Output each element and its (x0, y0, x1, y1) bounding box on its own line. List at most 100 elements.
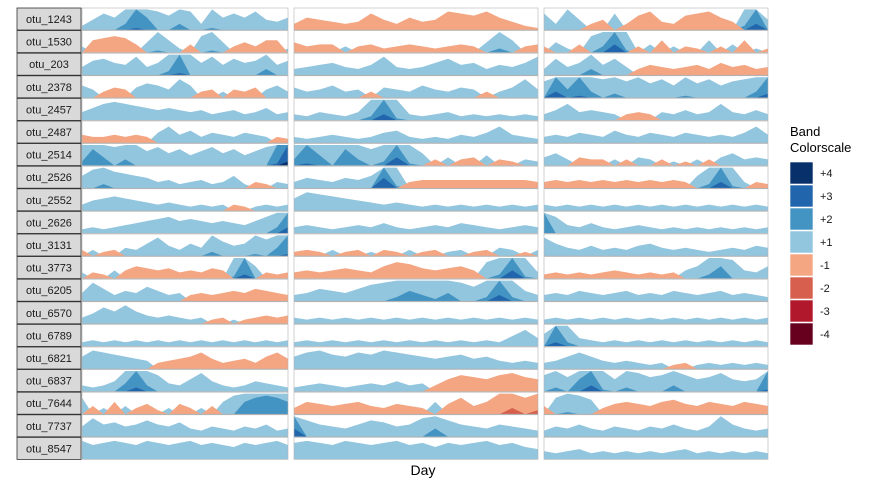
strip-otu_6205: otu_6205 (16, 278, 82, 302)
horizon-band-pos1 (544, 204, 768, 211)
legend-label: -2 (820, 283, 830, 295)
horizon-band-pos1 (82, 79, 288, 98)
horizon-band-pos1 (294, 56, 538, 76)
panel-border (81, 346, 289, 370)
horizon-band-pos1 (82, 350, 288, 369)
strip-labels: otu_1243 otu_1530 otu_203 otu_2378 otu_2457o… (16, 7, 82, 460)
panel-border (81, 324, 289, 347)
strip-label: otu_7644 (26, 398, 72, 410)
horizon-cell-otu_6570-panel-1 (81, 301, 289, 325)
horizon-cell-otu_1243-panel-2 (293, 7, 539, 31)
legend-title-line-1: Band (790, 124, 820, 139)
horizon-cell-otu_6837-panel-2 (293, 369, 539, 392)
panel-border (81, 437, 289, 460)
horizon-cell-otu_6789-panel-3 (543, 324, 769, 347)
horizon-panels (81, 7, 769, 460)
horizon-cell-otu_2457-panel-1 (81, 98, 289, 121)
panel-border (543, 75, 769, 99)
horizon-band-pos1 (82, 101, 288, 121)
horizon-band-pos1 (544, 32, 768, 53)
horizon-band-pos1 (544, 54, 768, 76)
horizon-cell-otu_2626-panel-3 (543, 211, 769, 234)
horizon-band-pos1 (82, 167, 288, 189)
x-axis-title: Day (411, 462, 436, 478)
strip-background (16, 120, 82, 144)
panel-border (81, 233, 289, 257)
strip-label: otu_2457 (26, 104, 72, 116)
horizon-band-pos2 (544, 325, 768, 347)
strip-otu_7644: otu_7644 (16, 391, 82, 415)
horizon-band-neg1 (294, 157, 538, 166)
horizon-band-pos1 (82, 54, 288, 76)
strip-otu_2626: otu_2626 (16, 210, 82, 234)
horizon-cell-otu_6205-panel-3 (543, 278, 769, 302)
panel-border (293, 7, 539, 31)
horizon-cell-otu_2457-panel-2 (293, 98, 539, 121)
strip-background (16, 278, 82, 302)
horizon-band-pos1 (544, 212, 768, 234)
horizon-band-pos2 (544, 77, 768, 98)
panel-border (293, 52, 539, 76)
strip-background (16, 391, 82, 415)
panel-border (81, 98, 289, 121)
strip-label: otu_2626 (26, 217, 72, 229)
panel-border (81, 278, 289, 302)
strip-otu_2552: otu_2552 (16, 188, 82, 212)
panel-border (543, 278, 769, 302)
horizon-band-pos1 (82, 212, 288, 234)
horizon-cell-otu_2626-panel-2 (293, 211, 539, 234)
legend-swatch (789, 161, 814, 185)
panel-border (543, 211, 769, 234)
strip-background (16, 346, 82, 370)
panel-border (293, 369, 539, 392)
strip-background (16, 301, 82, 325)
horizon-cell-otu_8547-panel-1 (81, 437, 289, 460)
panel-border (543, 165, 769, 189)
horizon-cell-otu_6205-panel-1 (81, 278, 289, 302)
horizon-band-pos1 (544, 449, 768, 460)
horizon-cell-otu_2514-panel-3 (543, 143, 769, 166)
legend-swatch (789, 184, 814, 208)
legend-label: -4 (820, 329, 830, 341)
panel-border (543, 52, 769, 76)
panel-border (81, 52, 289, 76)
horizon-band-pos2 (82, 184, 288, 189)
legend-swatch (789, 207, 814, 231)
strip-background (16, 256, 82, 280)
horizon-cell-otu_6837-panel-3 (543, 369, 769, 392)
horizon-band-pos1 (294, 416, 538, 437)
panel-border (293, 98, 539, 121)
strip-background (16, 98, 82, 121)
horizon-cell-otu_3131-panel-3 (543, 233, 769, 257)
strip-label: otu_1530 (26, 37, 72, 49)
horizon-band-neg1 (544, 112, 768, 121)
horizon-band-pos1 (294, 79, 538, 98)
horizon-cell-otu_2487-panel-3 (543, 120, 769, 144)
horizon-band-pos2 (294, 280, 538, 302)
horizon-band-pos1 (82, 305, 288, 324)
panel-border (293, 211, 539, 234)
horizon-band-pos1 (294, 350, 538, 369)
strip-background (16, 233, 82, 257)
horizon-band-neg2 (294, 408, 538, 415)
legend-label: +2 (820, 214, 833, 226)
horizon-cell-otu_2487-panel-1 (81, 120, 289, 144)
strip-label: otu_2526 (26, 172, 72, 184)
horizon-cell-otu_2487-panel-2 (293, 120, 539, 144)
horizon-band-pos2 (82, 9, 288, 30)
horizon-band-neg1 (82, 134, 288, 143)
horizon-cell-otu_6821-panel-3 (543, 346, 769, 370)
horizon-band-pos1 (82, 393, 288, 415)
panel-border (293, 414, 539, 438)
horizon-band-pos2 (82, 371, 288, 392)
horizon-cell-otu_6789-panel-2 (293, 324, 539, 347)
horizon-cell-otu_3131-panel-1 (81, 233, 289, 257)
horizon-band-pos1 (82, 418, 288, 437)
horizon-band-pos3 (544, 342, 768, 347)
strip-background (16, 323, 82, 347)
legend-title-line-2: Colorscale (790, 140, 851, 155)
strip-otu_6837: otu_6837 (16, 369, 82, 393)
horizon-band-pos2 (82, 258, 288, 279)
horizon-band-pos3 (82, 274, 288, 279)
horizon-band-neg1 (82, 401, 288, 415)
